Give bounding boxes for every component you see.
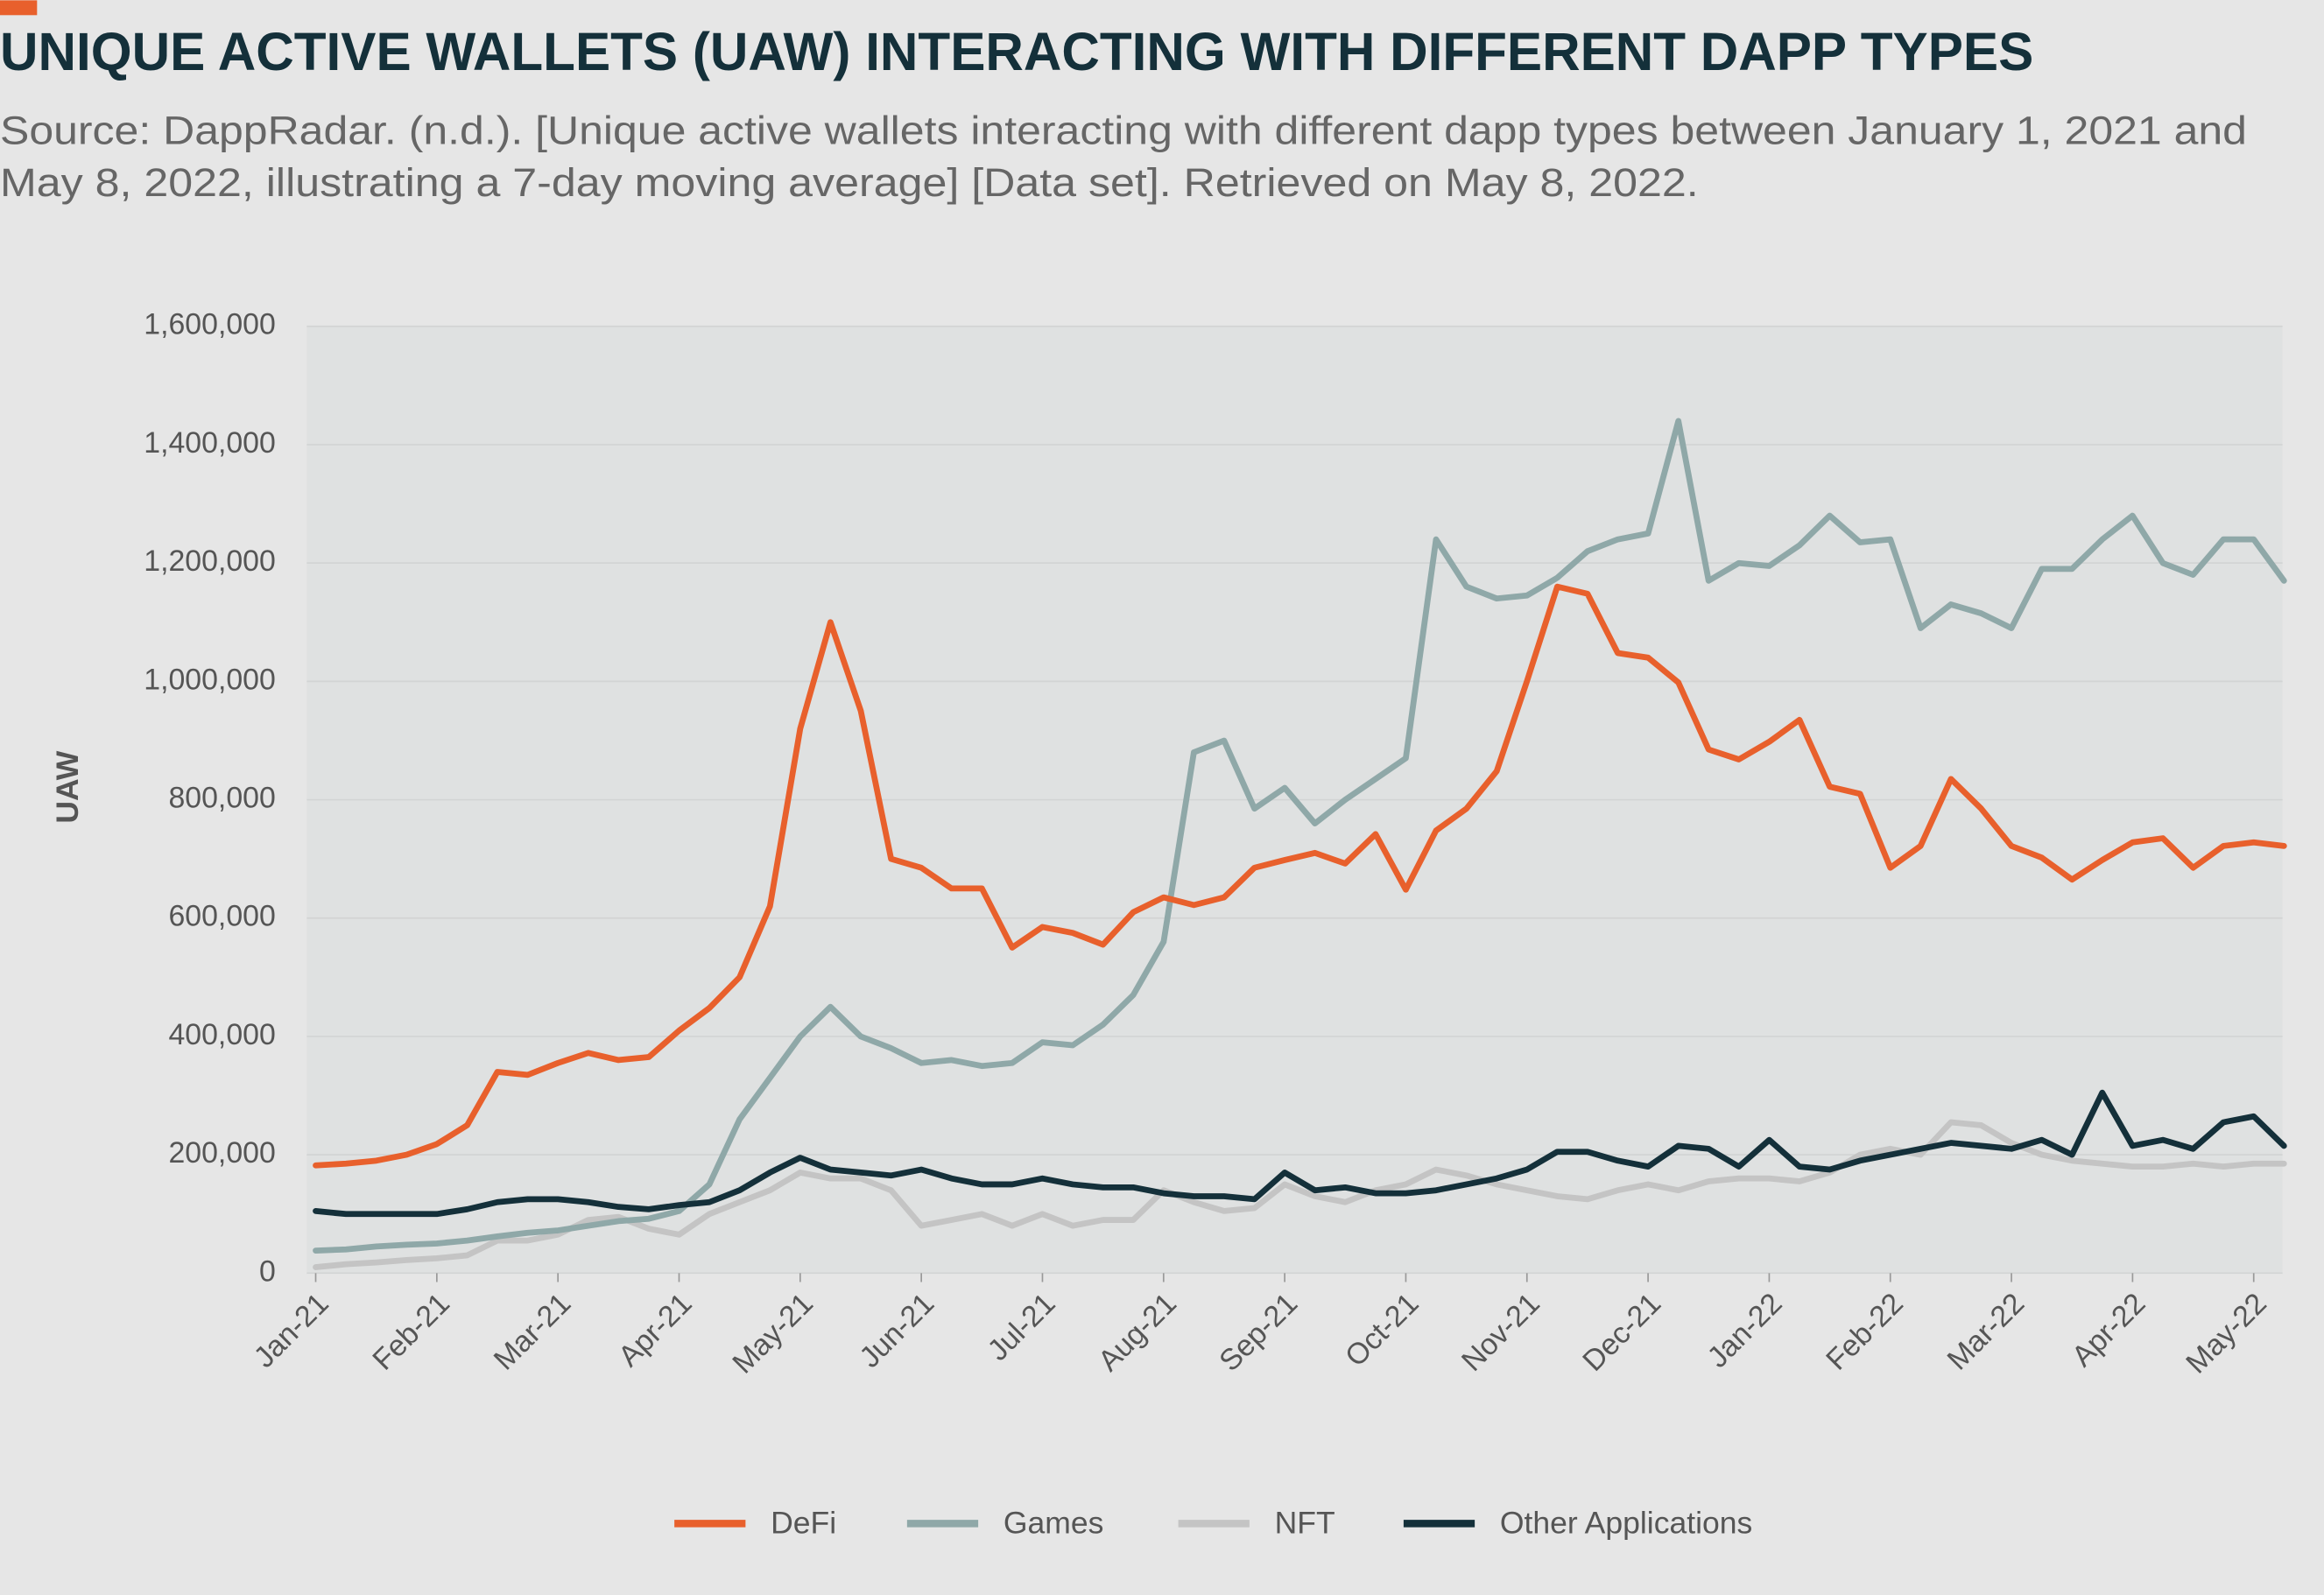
data-line [313,1119,2287,1270]
chart-subtitle: May 8, 2022, illustrating a 7-day moving… [0,160,1699,205]
y-axis-label: UAW [50,750,85,823]
y-tick-label: 1,400,000 [144,426,276,460]
y-tick-label: 1,200,000 [144,545,276,578]
data-line [313,1089,2287,1218]
accent-bar [0,0,38,16]
data-line [313,418,2287,1254]
y-tick-label: 400,000 [168,1018,275,1051]
y-tick-label: 1,600,000 [144,308,276,341]
y-tick-label: 600,000 [168,900,275,933]
y-tick-label: 800,000 [168,781,275,814]
legend-label: Other Applications [1500,1505,1752,1540]
legend-label: NFT [1275,1505,1335,1540]
legend-label: DeFi [771,1505,836,1540]
chart-subtitle: Source: DappRadar. (n.d.). [Unique activ… [0,109,2247,153]
chart-title: UNIQUE ACTIVE WALLETS (UAW) INTERACTING … [0,22,2033,81]
y-tick-label: 1,000,000 [144,663,276,696]
y-tick-label: 200,000 [168,1136,275,1170]
legend-label: Games [1004,1505,1104,1540]
y-tick-label: 0 [259,1254,276,1288]
data-line [313,583,2287,1169]
